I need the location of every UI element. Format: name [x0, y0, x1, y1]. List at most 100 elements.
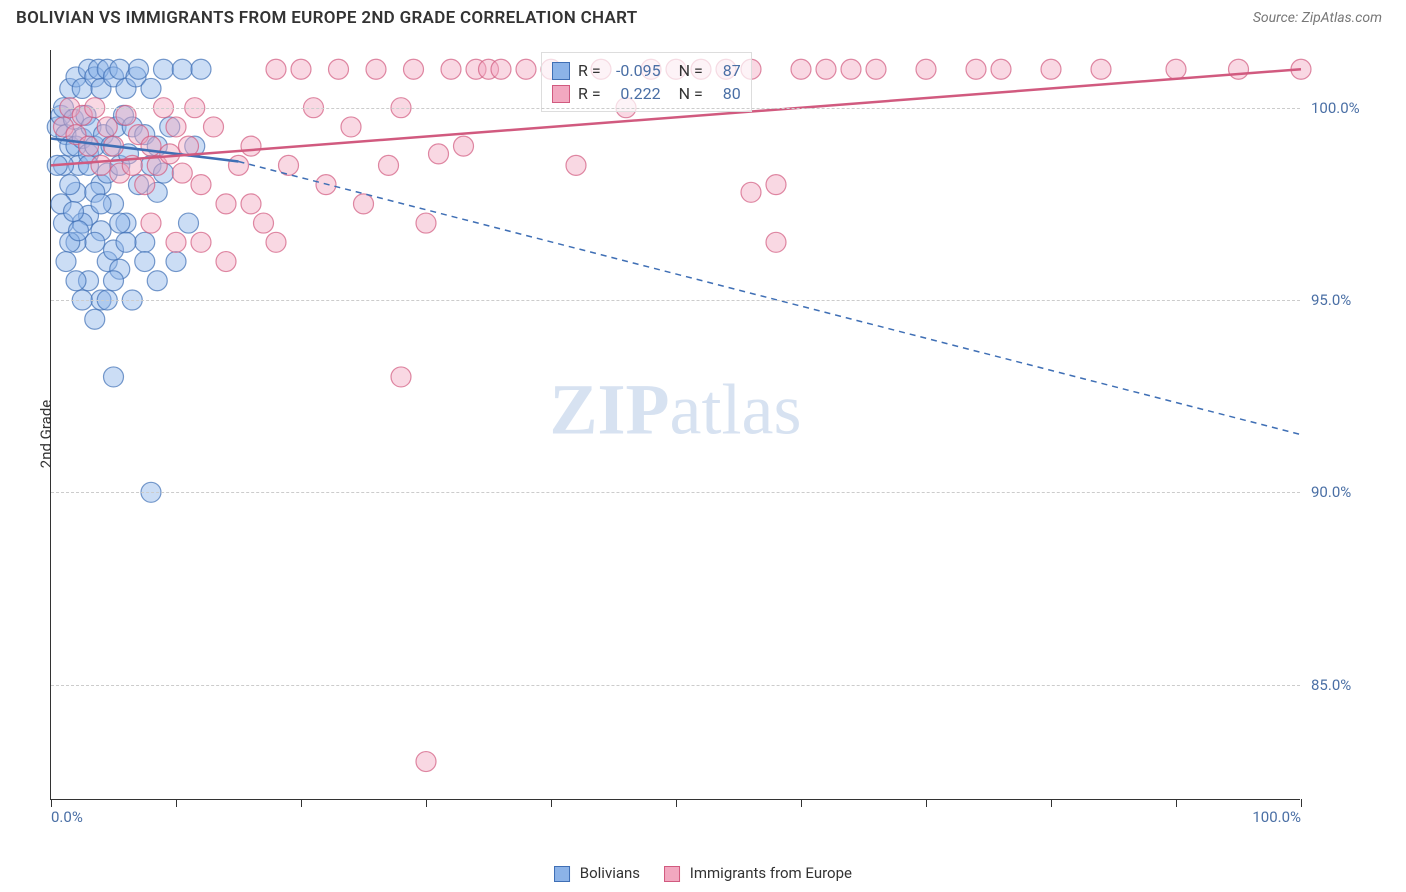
r-value-1: -0.095	[609, 61, 661, 80]
scatter-point	[416, 752, 436, 772]
scatter-point	[147, 271, 167, 291]
scatter-point	[154, 59, 174, 79]
scatter-point	[56, 252, 76, 272]
y-tick-label: 100.0%	[1311, 99, 1360, 117]
x-tick-label: 0.0%	[51, 808, 83, 826]
bottom-legend: Bolivians Immigrants from Europe	[554, 864, 852, 882]
chart-source: Source: ZipAtlas.com	[1253, 10, 1382, 26]
scatter-point	[454, 136, 474, 156]
scatter-point	[141, 213, 161, 233]
scatter-point	[79, 136, 99, 156]
r-label-1: R =	[578, 61, 601, 80]
scatter-point	[66, 271, 86, 291]
scatter-point	[91, 155, 111, 175]
chart-plot-area: ZIPatlas R = -0.095 N = 87 R = 0.222 N =…	[50, 50, 1300, 800]
scatter-point	[110, 213, 130, 233]
gridline	[51, 108, 1300, 109]
legend-label-bolivians: Bolivians	[580, 864, 640, 882]
stats-row-bolivians: R = -0.095 N = 87	[552, 59, 741, 82]
scatter-point	[766, 232, 786, 252]
scatter-point	[166, 232, 186, 252]
x-tick-label: 100.0%	[1252, 808, 1301, 826]
scatter-point	[191, 175, 211, 195]
legend-item-bolivians: Bolivians	[554, 864, 640, 882]
n-label-2: N =	[679, 84, 703, 103]
scatter-point	[379, 155, 399, 175]
x-tick	[926, 799, 927, 807]
scatter-point	[816, 59, 836, 79]
x-tick	[1301, 799, 1302, 807]
trend-line-extrapolated	[239, 162, 1302, 435]
r-label-2: R =	[578, 84, 601, 103]
scatter-point	[741, 182, 761, 202]
x-tick	[176, 799, 177, 807]
scatter-point	[791, 59, 811, 79]
scatter-point	[166, 252, 186, 272]
scatter-point	[104, 367, 124, 387]
scatter-point	[216, 194, 236, 214]
stats-row-europe: R = 0.222 N = 80	[552, 82, 741, 105]
scatter-point	[141, 136, 161, 156]
gridline	[51, 300, 1300, 301]
scatter-point	[566, 155, 586, 175]
r-value-2: 0.222	[609, 84, 661, 103]
scatter-point	[1041, 59, 1061, 79]
scatter-point	[135, 175, 155, 195]
scatter-point	[841, 59, 861, 79]
scatter-point	[216, 252, 236, 272]
y-tick-label: 90.0%	[1311, 483, 1351, 501]
scatter-point	[491, 59, 511, 79]
gridline	[51, 685, 1300, 686]
scatter-point	[391, 367, 411, 387]
y-tick-label: 85.0%	[1311, 676, 1351, 694]
scatter-point	[60, 175, 80, 195]
scatter-point	[135, 252, 155, 272]
scatter-point	[429, 144, 449, 164]
x-tick	[301, 799, 302, 807]
chart-header: BOLIVIAN VS IMMIGRANTS FROM EUROPE 2ND G…	[0, 0, 1406, 32]
scatter-point	[441, 59, 461, 79]
n-label-1: N =	[679, 61, 703, 80]
scatter-point	[191, 232, 211, 252]
legend-label-europe: Immigrants from Europe	[690, 864, 852, 882]
legend-item-europe: Immigrants from Europe	[664, 864, 852, 882]
n-value-1: 87	[711, 61, 741, 80]
scatter-point	[204, 117, 224, 137]
scatter-point	[416, 213, 436, 233]
scatter-point	[166, 117, 186, 137]
scatter-point	[179, 213, 199, 233]
scatter-svg	[51, 50, 1300, 799]
y-tick-label: 95.0%	[1311, 291, 1351, 309]
scatter-point	[866, 59, 886, 79]
scatter-point	[341, 117, 361, 137]
scatter-point	[129, 59, 149, 79]
scatter-point	[254, 213, 274, 233]
scatter-point	[991, 59, 1011, 79]
x-tick	[1176, 799, 1177, 807]
scatter-point	[516, 59, 536, 79]
x-tick	[551, 799, 552, 807]
legend-swatch-europe	[664, 866, 680, 882]
x-tick	[51, 799, 52, 807]
scatter-point	[135, 232, 155, 252]
scatter-point	[241, 194, 261, 214]
scatter-point	[229, 155, 249, 175]
scatter-point	[916, 59, 936, 79]
stats-swatch-europe	[552, 85, 570, 103]
scatter-point	[97, 117, 117, 137]
legend-swatch-bolivians	[554, 866, 570, 882]
scatter-point	[1091, 59, 1111, 79]
scatter-point	[141, 78, 161, 98]
scatter-point	[104, 271, 124, 291]
stats-legend-box: R = -0.095 N = 87 R = 0.222 N = 80	[541, 52, 752, 112]
scatter-point	[766, 175, 786, 195]
scatter-point	[172, 163, 192, 183]
scatter-point	[241, 136, 261, 156]
scatter-point	[291, 59, 311, 79]
scatter-point	[85, 309, 105, 329]
n-value-2: 80	[711, 84, 741, 103]
scatter-point	[329, 59, 349, 79]
stats-swatch-bolivians	[552, 62, 570, 80]
scatter-point	[966, 59, 986, 79]
scatter-point	[266, 232, 286, 252]
